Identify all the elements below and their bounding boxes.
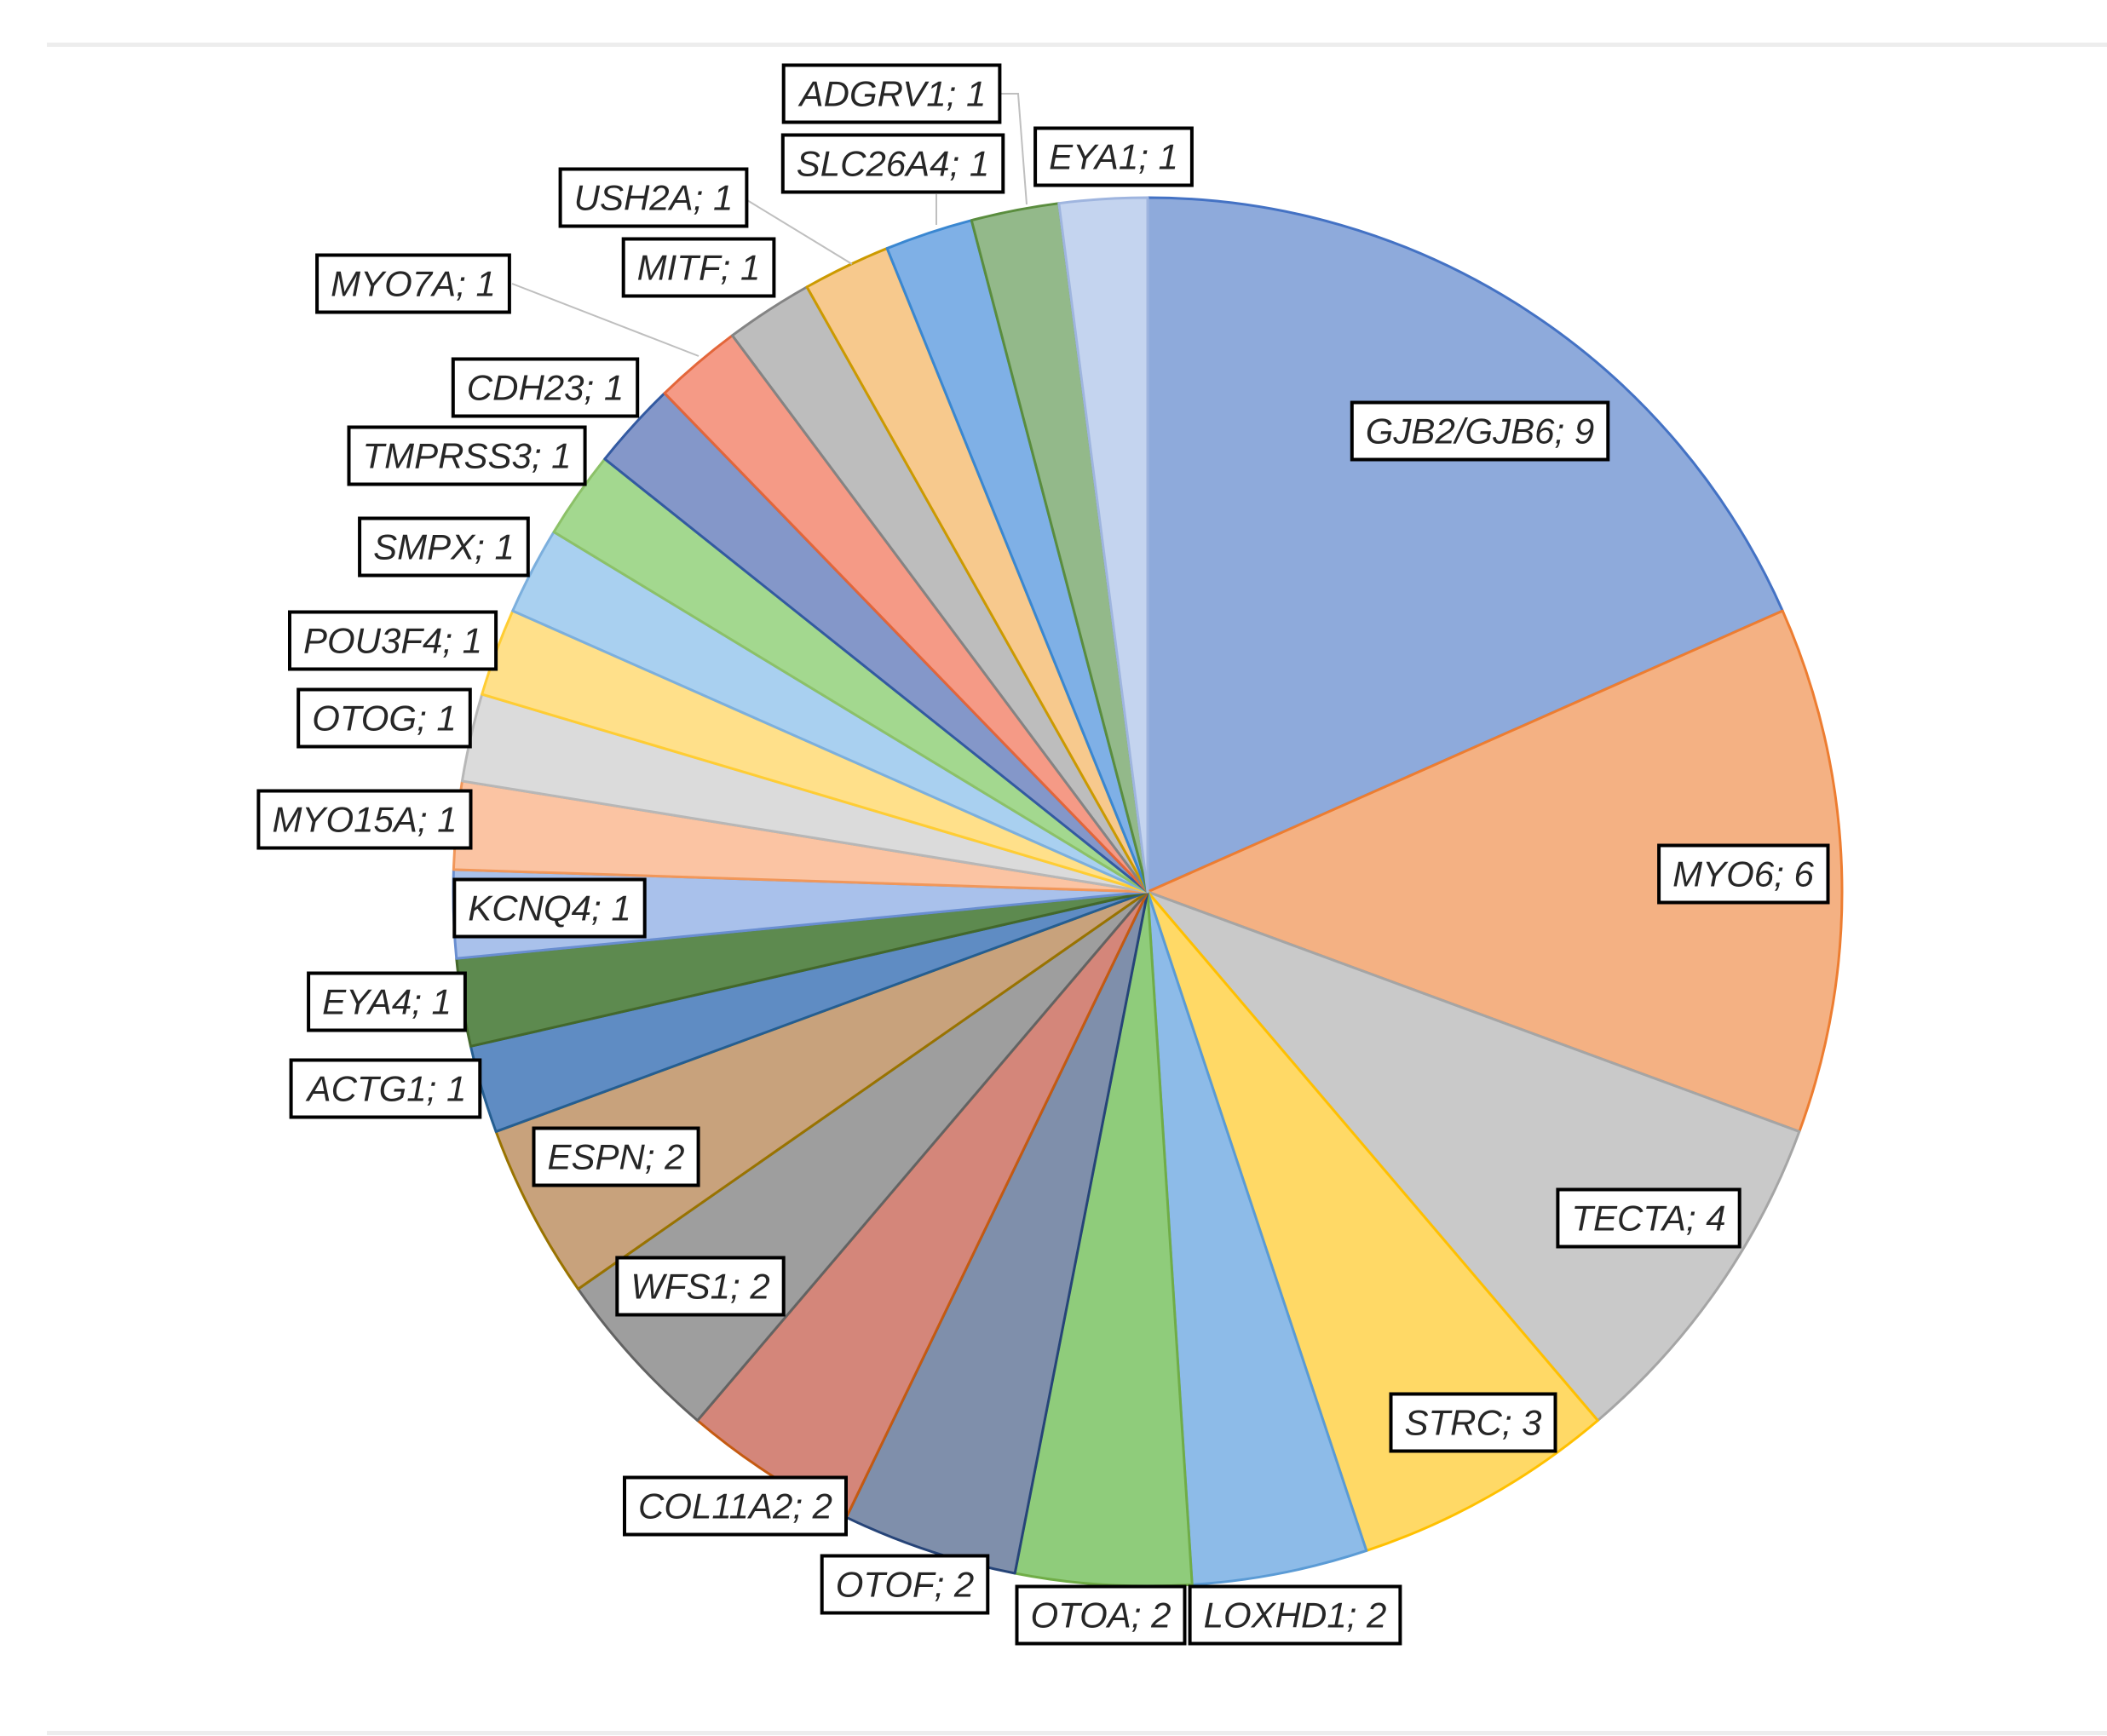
data-label-box-ush2a [558, 167, 749, 228]
data-label-text-gjb2-gjb6: GJB2/GJB6; 9 [1366, 411, 1594, 451]
data-label-text-myo15a: MYO15A; 1 [272, 800, 457, 840]
pie-slice-otof [844, 890, 1149, 1575]
data-label-text-mitf: MITF; 1 [637, 248, 761, 288]
data-label-eya1: EYA1; 1 [1033, 126, 1194, 187]
data-label-myo7a: MYO7A; 1 [315, 253, 511, 314]
data-label-cdh23: CDH23; 1 [451, 357, 640, 418]
data-label-box-otof [820, 1554, 990, 1615]
data-label-kcnq4: KCNQ4; 1 [452, 877, 647, 939]
data-label-col11a2: COL11A2; 2 [623, 1475, 848, 1537]
data-label-gjb2-gjb6: GJB2/GJB6; 9 [1350, 400, 1610, 462]
data-label-text-loxhd1: LOXHD1; 2 [1204, 1595, 1387, 1635]
data-label-mitf: MITF; 1 [621, 237, 776, 298]
data-label-text-pou3f4: POU3F4; 1 [303, 621, 482, 661]
data-label-text-espn: ESPN; 2 [547, 1137, 684, 1177]
data-label-text-tmprss3: TMPRSS3; 1 [362, 436, 571, 476]
data-label-box-smpx [358, 516, 530, 578]
data-label-box-strc [1389, 1392, 1557, 1453]
pie-slices [452, 196, 1844, 1588]
pie-slice-strc [1146, 890, 1599, 1552]
data-label-text-myo7a: MYO7A; 1 [331, 264, 496, 304]
data-label-text-wfs1: WFS1; 2 [630, 1267, 769, 1307]
data-label-box-wfs1 [615, 1256, 786, 1317]
data-label-text-kcnq4: KCNQ4; 1 [468, 888, 630, 928]
data-label-box-myo7a [315, 253, 511, 314]
data-label-adgrv1: ADGRV1; 1 [781, 63, 1002, 124]
data-label-text-actg1: ACTG1; 1 [305, 1069, 467, 1109]
data-label-loxhd1: LOXHD1; 2 [1188, 1584, 1402, 1646]
pie-slice-espn [494, 890, 1149, 1291]
data-label-espn: ESPN; 2 [532, 1126, 700, 1187]
data-label-box-col11a2 [623, 1475, 848, 1537]
data-label-tecta: TECTA; 4 [1556, 1187, 1741, 1249]
pie-slice-eya1 [1057, 196, 1149, 894]
data-label-box-gjb2-gjb6 [1350, 400, 1610, 462]
data-label-box-pou3f4 [288, 610, 498, 671]
data-label-box-adgrv1 [781, 63, 1002, 124]
data-label-box-actg1 [289, 1058, 482, 1119]
leader-line-ush2a [742, 197, 853, 265]
data-label-slc26a4: SLC26A4; 1 [780, 133, 1005, 194]
data-label-text-cdh23: CDH23; 1 [467, 368, 624, 408]
data-label-box-slc26a4 [780, 133, 1005, 194]
data-label-text-col11a2: COL11A2; 2 [638, 1486, 832, 1526]
data-label-box-myo6 [1657, 843, 1830, 905]
pie-slice-myo6 [1146, 609, 1844, 1133]
data-label-box-loxhd1 [1188, 1584, 1402, 1646]
data-label-text-otog: OTOG; 1 [312, 698, 457, 739]
data-label-otog: OTOG; 1 [296, 687, 472, 749]
data-label-box-cdh23 [451, 357, 640, 418]
data-label-text-smpx: SMPX; 1 [373, 527, 515, 567]
data-label-text-otof: OTOF; 2 [836, 1565, 975, 1605]
data-label-text-slc26a4: SLC26A4; 1 [797, 144, 990, 184]
data-label-smpx: SMPX; 1 [358, 516, 530, 578]
data-label-strc: STRC; 3 [1389, 1392, 1557, 1453]
data-label-myo15a: MYO15A; 1 [256, 789, 473, 850]
data-label-actg1: ACTG1; 1 [289, 1058, 482, 1119]
data-label-box-otog [296, 687, 472, 749]
data-label-box-kcnq4 [452, 877, 647, 939]
data-label-tmprss3: TMPRSS3; 1 [347, 425, 587, 486]
data-label-text-strc: STRC; 3 [1404, 1403, 1541, 1443]
top-divider [47, 43, 2107, 47]
data-label-box-eya1 [1033, 126, 1194, 187]
data-label-text-myo6: MYO6; 6 [1672, 854, 1814, 894]
data-label-box-mitf [621, 237, 776, 298]
leader-lines [511, 93, 1028, 357]
data-label-wfs1: WFS1; 2 [615, 1256, 786, 1317]
pie-slice-loxhd1 [1146, 890, 1368, 1586]
data-label-text-ush2a: USH2A; 1 [574, 178, 734, 218]
data-label-pou3f4: POU3F4; 1 [288, 610, 498, 671]
data-label-box-tmprss3 [347, 425, 587, 486]
leader-line-myo7a [511, 283, 699, 357]
pie-slice-gjb2-gjb6 [1146, 196, 1784, 894]
slice-labels: GJB2/GJB6; 9 MYO6; 6 TECTA; 4 STRC; 3 LOXHD1… [256, 63, 1830, 1646]
data-label-myo6: MYO6; 6 [1657, 843, 1830, 905]
data-label-text-eya1: EYA1; 1 [1049, 137, 1178, 177]
data-label-ush2a: USH2A; 1 [558, 167, 749, 228]
data-label-text-tecta: TECTA; 4 [1571, 1199, 1725, 1239]
data-label-eya4: EYA4; 1 [307, 971, 467, 1032]
data-label-text-otoa: OTOA; 2 [1031, 1595, 1172, 1635]
bottom-divider [47, 1731, 2107, 1735]
data-label-box-otoa [1015, 1584, 1187, 1646]
data-label-otof: OTOF; 2 [820, 1554, 990, 1615]
leader-line-adgrv1 [1001, 93, 1028, 205]
data-label-box-tecta [1556, 1187, 1741, 1249]
pie-slice-tecta [1146, 890, 1801, 1423]
data-label-box-eya4 [307, 971, 467, 1032]
data-label-box-espn [532, 1126, 700, 1187]
data-label-text-adgrv1: ADGRV1; 1 [797, 74, 987, 114]
data-label-otoa: OTOA; 2 [1015, 1584, 1187, 1646]
data-label-box-myo15a [256, 789, 473, 850]
data-label-text-eya4: EYA4; 1 [322, 982, 452, 1022]
